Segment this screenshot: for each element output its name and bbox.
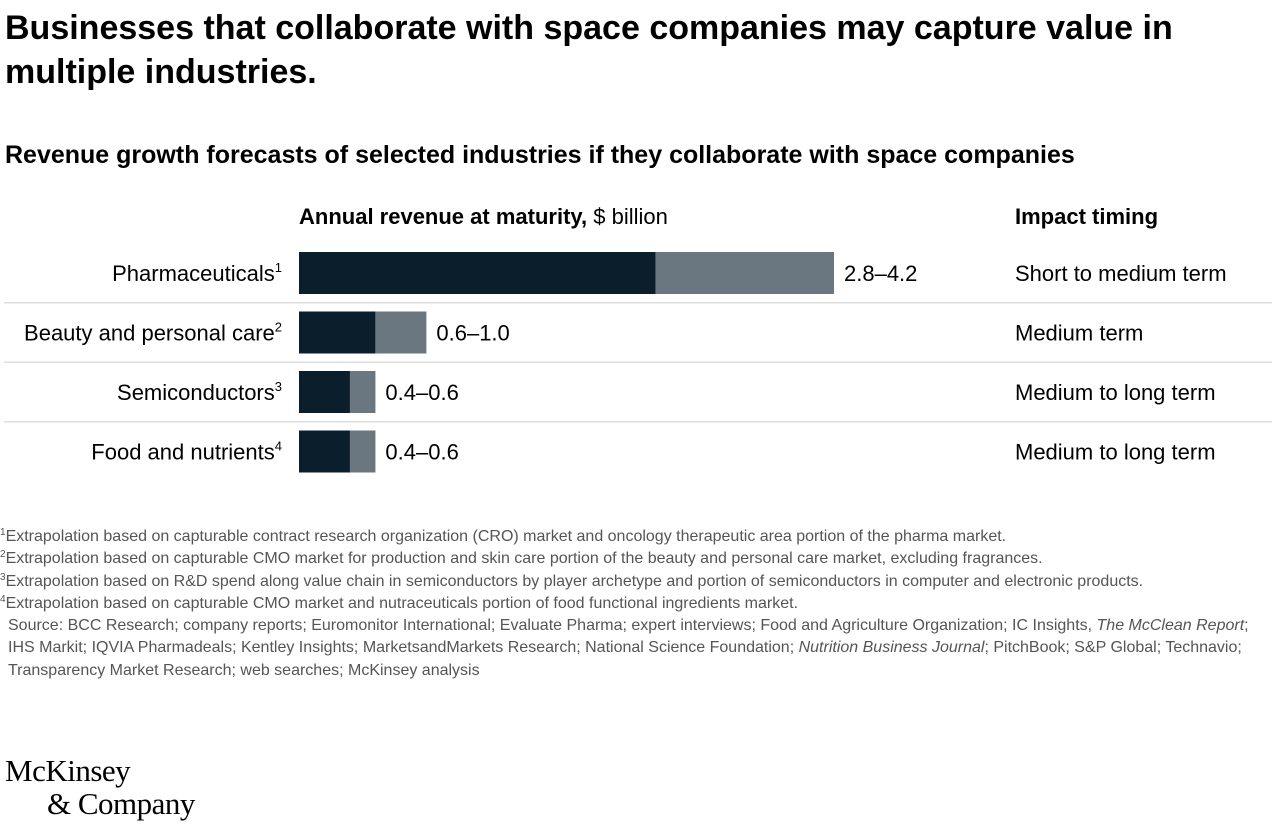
logo-line-1: McKinsey [5,753,131,788]
footnote-marker: 3 [0,571,6,583]
bar-segment-range [349,430,376,473]
value-axis-header: Annual revenue at maturity, $ billion [299,204,668,230]
footnote-4: 4Extrapolation based on capturable CMO m… [0,593,1270,615]
footnote-marker: 2 [0,549,6,561]
impact-timing-label: Medium to long term [1015,380,1216,405]
footnote-3: 3Extrapolation based on R&D spend along … [0,571,1270,593]
bar-segment-low [299,371,350,413]
source-italic: Nutrition Business Journal [798,639,985,657]
category-label: Pharmaceuticals1 [112,260,282,286]
range-label: 0.6–1.0 [436,321,509,346]
footnote-1: 1Extrapolation based on capturable contr… [0,526,1270,548]
category-label: Semiconductors3 [117,379,282,405]
footnote-marker: 4 [0,593,6,605]
chart-title: Businesses that collaborate with space c… [5,9,1173,91]
bar-segment-low [299,311,376,354]
bar-segment-low [299,430,350,473]
bar-segment-range [655,252,834,294]
bar-chart: Pharmaceuticals1 2.8–4.2 Short to medium t… [4,252,1272,473]
bar-segment-range [349,371,376,413]
range-label: 2.8–4.2 [844,261,917,286]
chart-subtitle: Revenue growth forecasts of selected ind… [5,141,1075,169]
footnote-text: Extrapolation based on capturable CMO ma… [5,550,1043,568]
source-text: ; PitchBook; S&P Global; Technavio; Tran… [8,639,1242,679]
footnote-marker: 1 [0,527,6,538]
footnote-2: 2Extrapolation based on capturable CMO m… [0,548,1270,570]
footnote-text: Extrapolation based on capturable contra… [5,528,1007,545]
impact-timing-header: Impact timing [1015,204,1159,229]
source-italic: The McClean Report [1096,617,1245,635]
footnote-text: Extrapolation based on R&D spend along v… [5,572,1144,590]
value-axis-unit: $ billion [593,204,668,229]
bar-segment-range [375,311,427,354]
footnote-text: Extrapolation based on capturable CMO ma… [5,594,799,612]
footnote-marker: 4 [275,439,282,454]
bar-segment-low [299,252,656,294]
logo-line-2: & Company [47,786,195,821]
source-note: Source: BCC Research; company reports; E… [0,615,1270,682]
source-text: ; IHS Markit; IQVIA Pharmadeals; Kentley… [8,617,1249,657]
range-label: 0.4–0.6 [385,440,458,465]
source-text: Source: BCC Research; company reports; E… [8,617,1097,635]
category-label: Food and nutrients4 [91,439,282,465]
impact-timing-label: Medium term [1015,321,1143,346]
mckinsey-logo: McKinsey & Company [5,754,195,820]
footnote-marker: 3 [275,379,282,394]
footnote-marker: 2 [275,320,282,335]
footnotes: 1Extrapolation based on capturable contr… [0,526,1270,682]
value-axis-label: Annual revenue at maturity, [299,204,588,229]
range-label: 0.4–0.6 [385,380,458,405]
category-label: Beauty and personal care2 [24,320,282,346]
footnote-marker: 1 [275,260,282,275]
impact-timing-label: Short to medium term [1015,261,1227,286]
impact-timing-label: Medium to long term [1015,440,1216,465]
